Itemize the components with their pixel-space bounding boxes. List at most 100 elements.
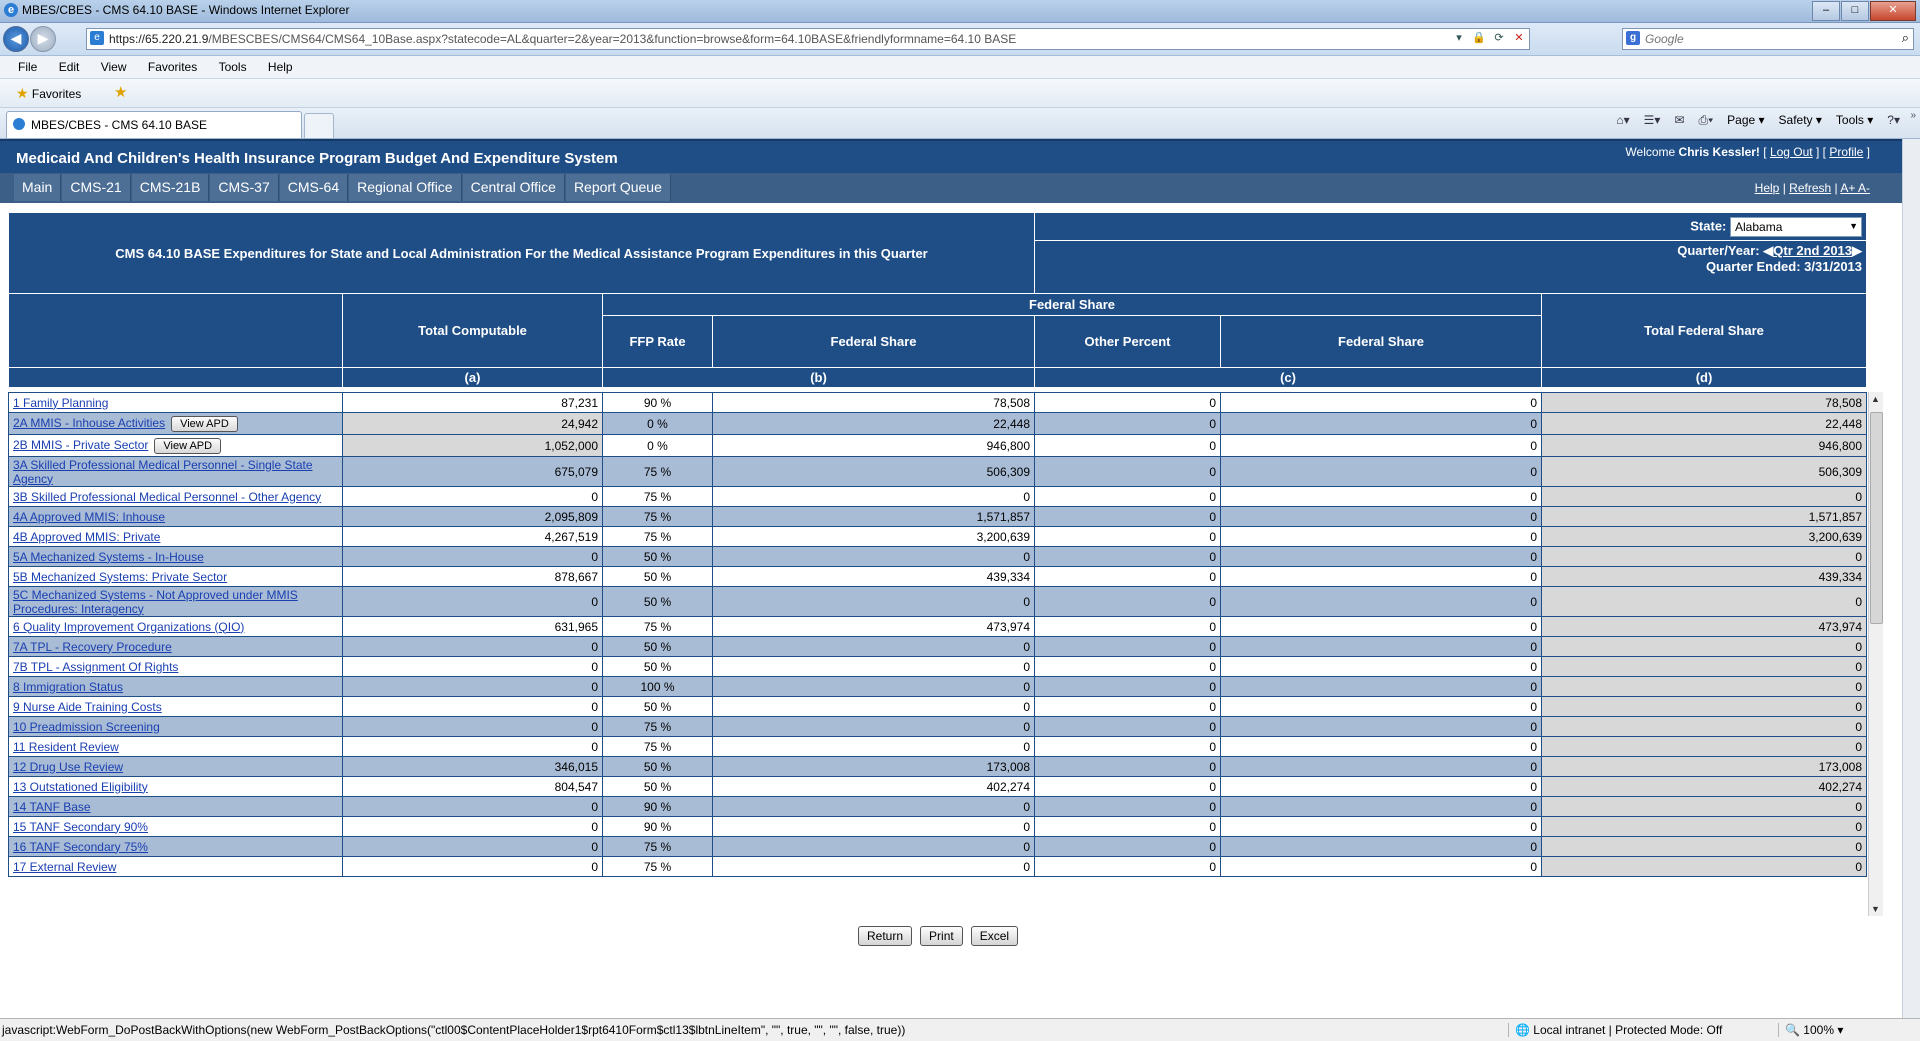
line-item-link[interactable]: 9 Nurse Aide Training Costs [13,699,162,714]
safety-menu[interactable]: Safety ▾ [1778,113,1822,127]
line-item-link[interactable]: 3B Skilled Professional Medical Personne… [13,489,322,504]
menu-help[interactable]: Help [267,60,293,74]
maximize-button[interactable]: □ [1841,1,1869,21]
minimize-button[interactable]: – [1812,1,1840,21]
view-apd-button[interactable]: View APD [171,415,238,432]
menu-favorites[interactable]: Favorites [147,60,198,74]
federal-share-b-cell: 0 [712,656,1035,677]
browser-tab[interactable]: MBES/CBES - CMS 64.10 BASE [6,111,302,138]
line-item-link[interactable]: 3A Skilled Professional Medical Personne… [13,457,313,486]
help-icon[interactable]: ?▾ [1887,113,1900,127]
tools-menu[interactable]: Tools ▾ [1835,113,1874,127]
line-item-link[interactable]: 13 Outstationed Eligibility [13,779,148,794]
nav-central-office[interactable]: Central Office [462,174,565,201]
chevron-icon[interactable]: » [1910,110,1916,121]
federal-share-c-cell: 0 [1220,676,1542,697]
favorites-button[interactable]: ★ Favorites [16,85,82,101]
line-item-link[interactable]: 12 Drug Use Review [13,759,124,774]
line-item-link[interactable]: 10 Preadmission Screening [13,719,160,734]
line-item-link[interactable]: 2B MMIS - Private Sector [13,437,149,452]
view-apd-button[interactable]: View APD [154,437,222,454]
refresh-icon[interactable]: ⟳ [1494,32,1504,44]
line-item-link[interactable]: 7A TPL - Recovery Procedure [13,639,172,654]
row-label-cell: 7A TPL - Recovery Procedure [8,636,343,657]
federal-share-b-cell: 0 [712,836,1035,857]
back-button[interactable]: ◀ [3,26,29,52]
page-menu[interactable]: Page ▾ [1727,113,1765,127]
home-icon[interactable]: ⌂▾ [1616,113,1630,127]
print-button[interactable]: Print [920,926,963,946]
line-item-link[interactable]: 1 Family Planning [13,395,109,410]
line-item-link[interactable]: 5A Mechanized Systems - In-House [13,549,204,564]
menu-file[interactable]: File [18,60,38,74]
table-scrollbar[interactable]: ▲ ▼ [1868,392,1883,916]
nav-cms21[interactable]: CMS-21 [62,174,131,201]
line-item-link[interactable]: 15 TANF Secondary 90% [13,819,148,834]
state-selector: State: Alabama ▼ [1034,212,1868,241]
other-percent-cell: 0 [1034,586,1221,617]
nav-report-queue[interactable]: Report Queue [565,174,671,201]
line-item-link[interactable]: 2A MMIS - Inhouse Activities [13,415,166,430]
scroll-up-icon[interactable]: ▲ [1871,394,1880,404]
ffp-rate-cell: 50 % [602,636,713,657]
line-item-link[interactable]: 16 TANF Secondary 75% [13,839,148,854]
mail-icon[interactable]: ✉ [1674,113,1685,127]
stop-icon[interactable]: ✕ [1514,32,1524,44]
page-scrollbar[interactable] [1902,139,1920,1019]
help-link[interactable]: Help [1754,181,1780,195]
profile-link[interactable]: Profile [1829,145,1864,159]
line-item-link[interactable]: 5B Mechanized Systems: Private Sector [13,569,228,584]
search-icon[interactable]: ⌕ [1901,30,1909,45]
line-item-link[interactable]: 6 Quality Improvement Organizations (QIO… [13,619,245,634]
refresh-link[interactable]: Refresh [1789,181,1832,195]
security-zone: 🌐 Local intranet | Protected Mode: Off [1508,1023,1722,1037]
total-computable-cell: 346,015 [342,756,603,777]
menu-view[interactable]: View [100,60,127,74]
state-dropdown[interactable]: Alabama ▼ [1730,216,1863,237]
next-quarter-icon[interactable]: ▶ [1852,243,1863,258]
quarter-link[interactable]: Qtr 2nd 2013 [1773,243,1853,258]
nav-main[interactable]: Main [14,174,62,201]
line-item-link[interactable]: 11 Resident Review [13,739,119,754]
forward-button[interactable]: ▶ [30,26,56,52]
font-size-links[interactable]: A+ A- [1840,181,1870,195]
federal-share-c-cell: 0 [1220,836,1542,857]
row-label-cell: 10 Preadmission Screening [8,716,343,737]
line-item-link[interactable]: 5C Mechanized Systems - Not Approved und… [13,587,298,616]
menu-edit[interactable]: Edit [58,60,80,74]
print-icon[interactable]: ⎙▾ [1698,113,1714,127]
add-favorite-icon[interactable]: ★ [114,84,128,101]
nav-cms64[interactable]: CMS-64 [279,174,349,201]
excel-button[interactable]: Excel [970,926,1019,946]
search-box[interactable]: g Google ⌕ [1622,28,1914,50]
prev-quarter-icon[interactable]: ◀ [1763,243,1774,258]
scroll-thumb[interactable] [1870,412,1883,624]
address-bar[interactable]: e https://65.220.21.9/MBESCBES/CMS64/CMS… [86,28,1530,50]
state-label: State: [1690,217,1727,233]
return-button[interactable]: Return [858,926,913,946]
feeds-icon[interactable]: ☰▾ [1643,113,1661,127]
nav-regional-office[interactable]: Regional Office [349,174,462,201]
menu-tools[interactable]: Tools [218,60,247,74]
table-row: 17 External Review 0 75 % 0 0 0 0 [8,856,1867,877]
dropdown-arrow-icon[interactable]: ▾ [1456,32,1462,44]
nav-cms21b[interactable]: CMS-21B [131,174,210,201]
total-federal-share-cell: 0 [1541,736,1867,757]
zoom-level[interactable]: 🔍 100% ▾ [1778,1023,1843,1037]
close-window-button[interactable]: ✕ [1870,1,1916,21]
nav-cms37[interactable]: CMS-37 [210,174,279,201]
line-item-link[interactable]: 8 Immigration Status [13,679,124,694]
logout-link[interactable]: Log Out [1769,145,1813,159]
lock-icon[interactable]: 🔒 [1472,32,1486,44]
line-item-link[interactable]: 4B Approved MMIS: Private [13,529,161,544]
table-row: 6 Quality Improvement Organizations (QIO… [8,616,1867,637]
line-item-link[interactable]: 17 External Review [13,859,117,874]
scroll-down-icon[interactable]: ▼ [1871,904,1880,914]
line-item-link[interactable]: 7B TPL - Assignment Of Rights [13,659,179,674]
total-computable-cell: 0 [342,816,603,837]
line-item-link[interactable]: 4A Approved MMIS: Inhouse [13,509,166,524]
new-tab-button[interactable] [304,113,334,138]
line-item-link[interactable]: 14 TANF Base [13,799,91,814]
total-computable-cell: 0 [342,636,603,657]
table-row: 3A Skilled Professional Medical Personne… [8,456,1867,487]
